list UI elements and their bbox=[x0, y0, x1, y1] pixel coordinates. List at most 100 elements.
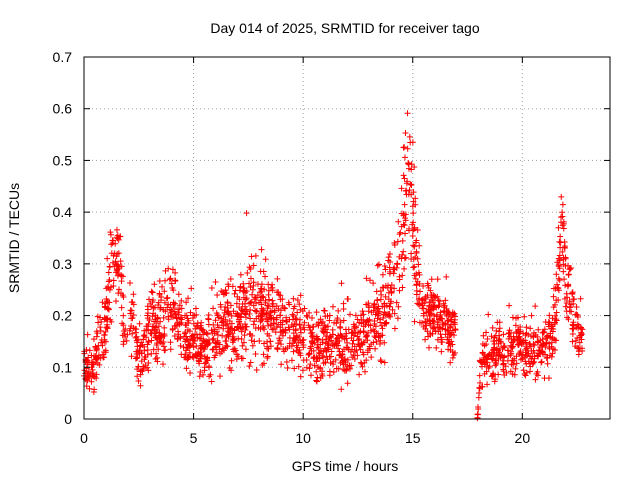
data-point bbox=[553, 317, 560, 324]
data-point bbox=[564, 314, 571, 321]
data-point bbox=[490, 346, 497, 353]
data-point bbox=[104, 305, 111, 312]
data-point bbox=[115, 236, 122, 243]
data-point bbox=[397, 229, 404, 236]
data-point bbox=[215, 314, 222, 321]
data-point bbox=[569, 325, 576, 332]
data-point bbox=[112, 258, 119, 265]
data-point bbox=[148, 350, 155, 357]
data-point bbox=[164, 294, 171, 301]
data-point bbox=[396, 253, 403, 260]
data-point bbox=[444, 334, 451, 341]
data-point bbox=[142, 362, 149, 369]
data-point bbox=[537, 337, 544, 344]
data-point bbox=[389, 306, 396, 313]
data-point bbox=[313, 358, 320, 365]
data-point bbox=[209, 336, 216, 343]
data-point bbox=[440, 300, 447, 307]
data-point bbox=[559, 248, 566, 255]
data-point bbox=[290, 316, 297, 323]
data-point bbox=[229, 339, 236, 346]
data-point bbox=[254, 281, 261, 288]
data-point bbox=[103, 315, 110, 322]
data-point bbox=[250, 262, 257, 269]
data-point bbox=[520, 367, 527, 374]
data-point bbox=[566, 298, 573, 305]
data-point bbox=[135, 377, 142, 384]
data-point bbox=[330, 358, 337, 365]
data-point bbox=[326, 353, 333, 360]
data-point bbox=[413, 237, 420, 244]
data-point bbox=[291, 320, 298, 327]
data-point bbox=[171, 322, 178, 329]
data-point bbox=[488, 333, 495, 340]
data-point bbox=[377, 319, 384, 326]
data-point bbox=[139, 367, 146, 374]
data-point bbox=[381, 262, 388, 269]
data-point bbox=[442, 326, 449, 333]
data-point bbox=[409, 203, 416, 210]
data-point bbox=[515, 342, 522, 349]
data-point bbox=[393, 299, 400, 306]
data-point bbox=[257, 289, 264, 296]
data-point bbox=[300, 357, 307, 364]
data-point bbox=[449, 327, 456, 334]
data-point bbox=[197, 322, 204, 329]
data-point bbox=[542, 351, 549, 358]
data-point bbox=[110, 252, 117, 259]
data-point bbox=[294, 296, 301, 303]
data-point bbox=[265, 345, 272, 352]
data-point bbox=[271, 307, 278, 314]
data-point bbox=[553, 316, 560, 323]
data-point bbox=[530, 347, 537, 354]
data-point bbox=[388, 282, 395, 289]
data-point bbox=[541, 326, 548, 333]
data-point bbox=[377, 357, 384, 364]
data-point bbox=[411, 243, 418, 250]
data-point bbox=[558, 193, 565, 200]
data-point bbox=[434, 336, 441, 343]
data-point bbox=[108, 318, 115, 325]
data-point bbox=[294, 332, 301, 339]
data-point bbox=[173, 314, 180, 321]
data-point bbox=[118, 263, 125, 270]
data-point bbox=[396, 231, 403, 238]
data-point bbox=[214, 321, 221, 328]
data-point bbox=[359, 308, 366, 315]
data-point bbox=[130, 291, 137, 298]
data-point bbox=[102, 338, 109, 345]
data-point bbox=[477, 379, 484, 386]
data-point bbox=[388, 298, 395, 305]
data-point bbox=[313, 309, 320, 316]
data-point bbox=[410, 219, 417, 226]
data-point bbox=[341, 356, 348, 363]
data-point bbox=[413, 249, 420, 256]
y-tick-label: 0.4 bbox=[53, 204, 73, 220]
data-point bbox=[364, 337, 371, 344]
data-point bbox=[527, 325, 534, 332]
data-point bbox=[545, 319, 552, 326]
data-point bbox=[569, 338, 576, 345]
data-point bbox=[381, 309, 388, 316]
data-point bbox=[474, 411, 481, 418]
data-point bbox=[421, 295, 428, 302]
data-point bbox=[277, 292, 284, 299]
data-point bbox=[413, 282, 420, 289]
data-point bbox=[309, 332, 316, 339]
data-point bbox=[437, 326, 444, 333]
data-point bbox=[577, 295, 584, 302]
data-point bbox=[161, 332, 168, 339]
data-point bbox=[241, 332, 248, 339]
data-point bbox=[249, 332, 256, 339]
data-point bbox=[134, 343, 141, 350]
data-point bbox=[259, 362, 266, 369]
data-point bbox=[86, 375, 93, 382]
data-point bbox=[309, 323, 316, 330]
data-point bbox=[420, 305, 427, 312]
data-point bbox=[522, 351, 529, 358]
data-point bbox=[210, 305, 217, 312]
data-point bbox=[394, 238, 401, 245]
data-point bbox=[411, 226, 418, 233]
data-point bbox=[219, 318, 226, 325]
